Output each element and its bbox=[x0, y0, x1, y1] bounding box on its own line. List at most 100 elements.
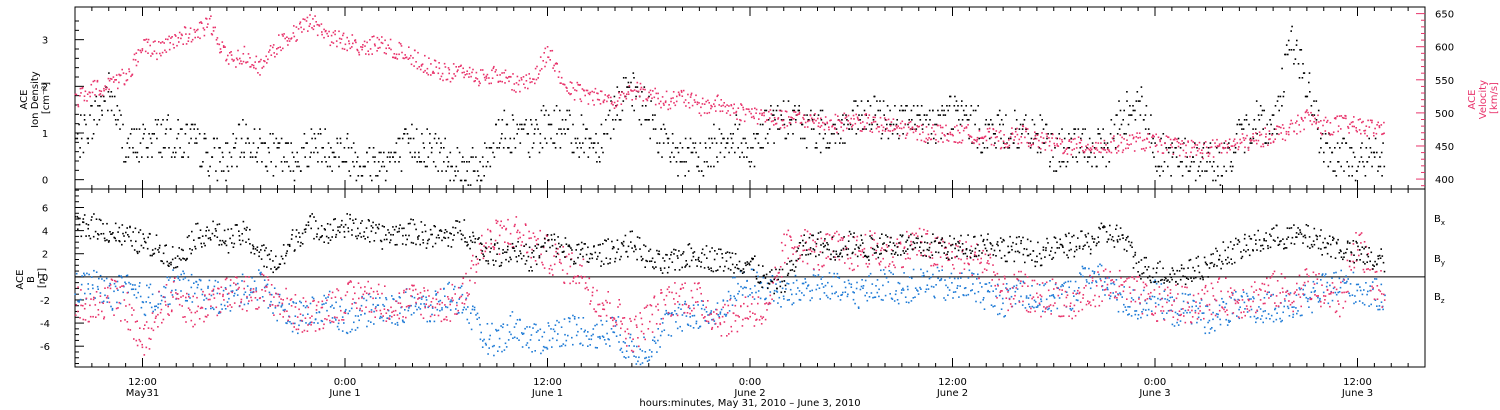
by-point bbox=[564, 344, 567, 347]
density-point bbox=[366, 151, 368, 154]
velocity-point bbox=[953, 141, 956, 143]
density-point bbox=[423, 147, 425, 149]
bz-point bbox=[145, 321, 148, 323]
bz-point bbox=[79, 317, 81, 319]
density-point bbox=[93, 119, 95, 121]
density-point bbox=[296, 165, 298, 168]
bz-point bbox=[370, 311, 373, 313]
velocity-point bbox=[606, 100, 608, 103]
velocity-point bbox=[594, 87, 597, 90]
velocity-point bbox=[839, 120, 841, 122]
density-point bbox=[294, 161, 297, 163]
density-point bbox=[739, 156, 741, 158]
velocity-point bbox=[923, 140, 926, 143]
bz-point bbox=[344, 312, 347, 314]
density-point bbox=[814, 147, 817, 149]
by-point bbox=[89, 293, 92, 295]
velocity-point bbox=[976, 139, 979, 141]
density-point bbox=[1081, 133, 1084, 135]
density-point bbox=[386, 170, 388, 172]
bz-point bbox=[246, 295, 248, 298]
velocity-point bbox=[1135, 140, 1137, 143]
bz-point bbox=[306, 330, 309, 332]
velocity-point bbox=[272, 46, 274, 49]
by-point bbox=[1329, 284, 1331, 287]
by-point bbox=[990, 285, 993, 287]
by-point bbox=[329, 321, 332, 324]
velocity-point bbox=[447, 67, 450, 69]
density-point bbox=[1232, 165, 1234, 168]
velocity-point bbox=[1257, 139, 1260, 142]
velocity-point bbox=[728, 105, 730, 107]
bz-point bbox=[160, 308, 163, 311]
density-point bbox=[657, 151, 660, 154]
by-point bbox=[78, 301, 80, 303]
density-point bbox=[871, 123, 873, 126]
by-point bbox=[1361, 302, 1364, 304]
by-point bbox=[1061, 293, 1063, 295]
by-point bbox=[798, 290, 801, 292]
bz-point bbox=[240, 301, 242, 303]
velocity-point bbox=[701, 97, 704, 100]
by-point bbox=[1117, 310, 1120, 313]
velocity-point bbox=[624, 95, 626, 97]
by-point bbox=[1129, 306, 1131, 308]
by-point bbox=[1304, 284, 1306, 287]
by-point bbox=[311, 296, 314, 299]
by-point bbox=[639, 363, 642, 366]
velocity-point bbox=[1142, 147, 1145, 150]
by-point bbox=[737, 282, 739, 285]
by-point bbox=[174, 289, 177, 291]
density-point bbox=[868, 123, 871, 126]
velocity-point bbox=[713, 103, 715, 105]
by-point bbox=[323, 303, 325, 305]
density-point bbox=[411, 123, 413, 126]
by-point bbox=[1324, 273, 1327, 275]
density-point bbox=[165, 128, 168, 130]
velocity-point bbox=[781, 124, 784, 126]
velocity-point bbox=[1337, 125, 1340, 127]
by-point bbox=[1190, 322, 1193, 325]
velocity-point bbox=[239, 57, 241, 60]
density-point bbox=[762, 147, 764, 149]
velocity-point bbox=[203, 34, 206, 37]
density-point bbox=[792, 109, 794, 112]
density-point bbox=[666, 137, 669, 140]
bz-point bbox=[154, 317, 157, 319]
by-point bbox=[684, 303, 686, 305]
by-point bbox=[1375, 278, 1378, 280]
density-point bbox=[839, 142, 841, 144]
velocity-point bbox=[400, 45, 403, 47]
velocity-point bbox=[803, 118, 805, 121]
velocity-point bbox=[597, 92, 599, 95]
by-point bbox=[575, 323, 578, 326]
by-point bbox=[613, 331, 616, 334]
by-point bbox=[823, 292, 826, 294]
velocity-point bbox=[958, 141, 961, 143]
by-point bbox=[928, 277, 931, 280]
by-point bbox=[204, 308, 207, 310]
velocity-point bbox=[86, 93, 89, 95]
density-point bbox=[1238, 119, 1240, 121]
density-point bbox=[724, 147, 727, 149]
by-point bbox=[396, 324, 399, 326]
by-point bbox=[1130, 297, 1133, 299]
density-point bbox=[164, 147, 166, 149]
bz-point bbox=[186, 292, 188, 295]
velocity-point bbox=[478, 84, 480, 87]
velocity-point bbox=[338, 30, 340, 33]
by-point bbox=[1174, 311, 1177, 314]
by-point bbox=[1119, 293, 1122, 296]
by-point bbox=[1230, 297, 1232, 299]
density-point bbox=[313, 133, 316, 135]
velocity-point bbox=[971, 141, 974, 143]
density-point bbox=[1313, 114, 1316, 116]
density-point bbox=[1277, 95, 1280, 98]
by-point bbox=[415, 303, 417, 305]
by-point bbox=[852, 298, 855, 301]
density-point bbox=[847, 123, 849, 126]
density-point bbox=[963, 114, 966, 116]
density-point bbox=[1189, 170, 1191, 172]
density-point bbox=[327, 142, 330, 144]
density-point bbox=[890, 123, 892, 126]
